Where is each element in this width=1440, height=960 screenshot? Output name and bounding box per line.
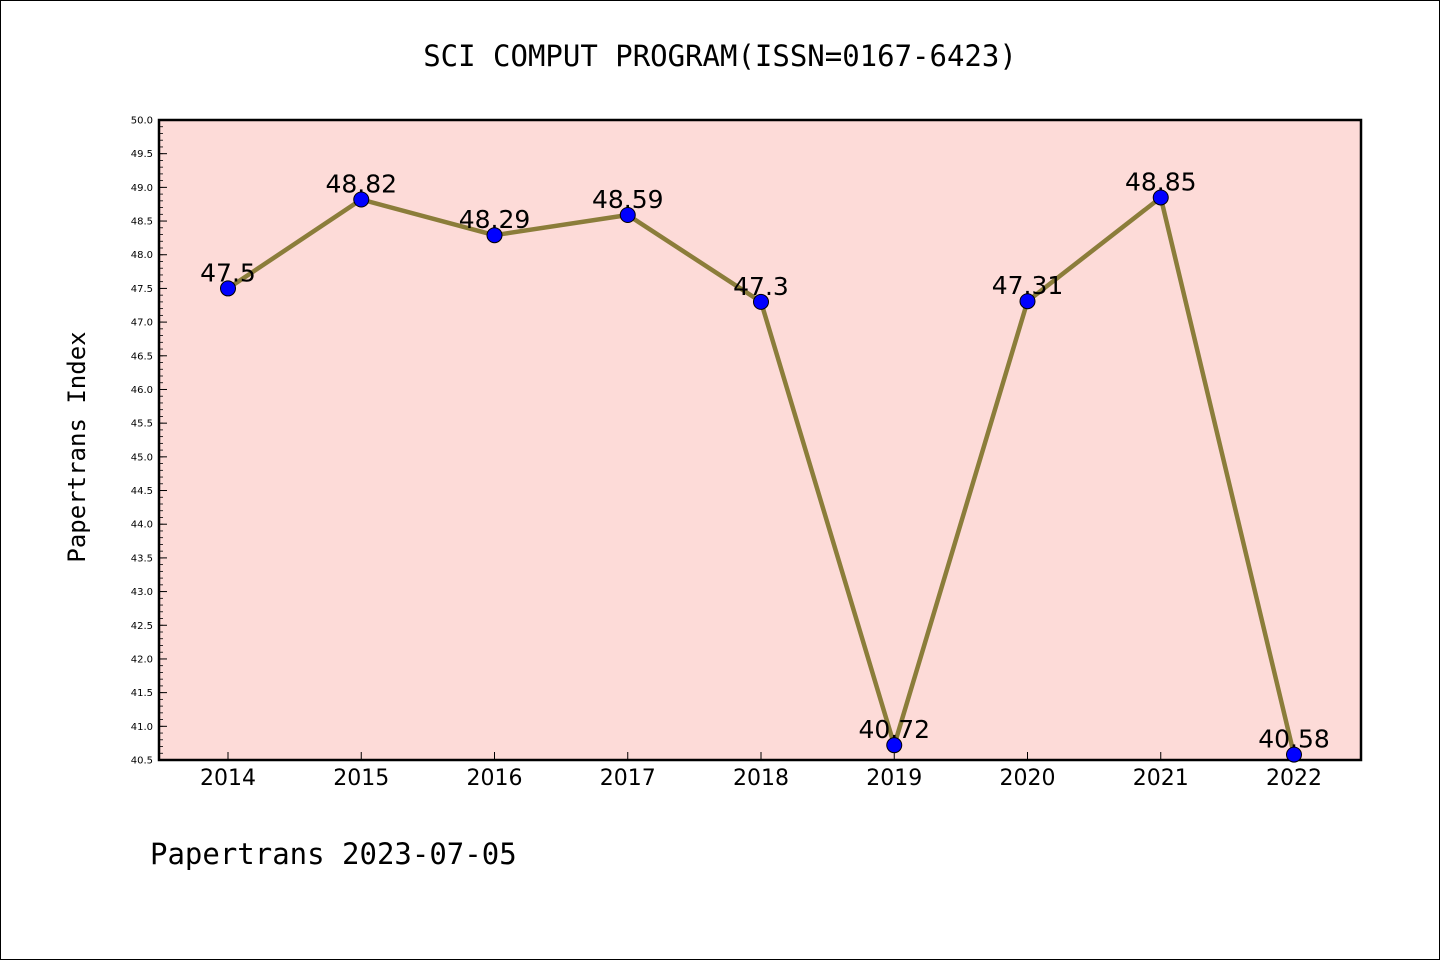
data-label: 40.58 xyxy=(1258,725,1330,754)
y-tick-label: 41.0 xyxy=(131,722,153,733)
x-tick-label: 2018 xyxy=(733,766,789,791)
data-point xyxy=(353,191,370,208)
data-point xyxy=(753,293,769,310)
x-tick-label: 2017 xyxy=(600,766,656,791)
data-label: 48.82 xyxy=(325,169,397,198)
data-label: 47.5 xyxy=(200,258,256,287)
data-point xyxy=(220,280,236,297)
series-line-group xyxy=(220,189,1302,763)
data-label-group: 47.5 48.82 48.29 48.59 47.3 40.72 47.31 48.85 40… xyxy=(200,167,1330,753)
chart-title: SCI COMPUT PROGRAM(ISSN=0167-6423) xyxy=(423,39,1017,73)
x-tick-label: 2022 xyxy=(1266,766,1322,791)
x-tick-label: 2015 xyxy=(333,766,389,791)
data-point xyxy=(1286,746,1302,763)
y-tick-label: 45.5 xyxy=(131,419,153,430)
data-label: 48.29 xyxy=(459,205,531,234)
plot-area xyxy=(157,118,1363,762)
y-tick-label: 42.5 xyxy=(131,621,153,632)
data-label: 47.3 xyxy=(733,272,789,301)
data-label: 48.59 xyxy=(592,185,664,214)
y-tick-label: 46.0 xyxy=(131,385,153,396)
data-point xyxy=(619,206,636,223)
y-tick-label: 48.5 xyxy=(131,217,153,228)
y-tick-label: 44.5 xyxy=(131,486,153,497)
x-tick-label: 2019 xyxy=(866,766,922,791)
y-tick-label: 49.0 xyxy=(131,183,153,194)
y-axis-label: Papertrans Index xyxy=(63,331,91,562)
data-label: 47.31 xyxy=(992,271,1064,300)
x-axis: 2014 2015 2016 2017 2018 2019 2020 2021 2022 xyxy=(200,752,1322,791)
y-tick-label: 42.0 xyxy=(131,654,153,665)
y-tick-label: 50.0 xyxy=(131,116,153,127)
y-tick-label: 45.0 xyxy=(131,452,153,463)
x-tick-label: 2014 xyxy=(200,766,256,791)
y-tick-label: 43.5 xyxy=(131,553,153,564)
y-tick-label: 44.0 xyxy=(131,520,153,531)
x-tick-label: 2020 xyxy=(1000,766,1056,791)
y-tick-label: 48.0 xyxy=(131,250,153,261)
y-tick-label: 47.5 xyxy=(131,284,153,295)
data-label: 48.85 xyxy=(1125,167,1197,196)
y-tick-label: 43.0 xyxy=(131,587,153,598)
y-tick-label: 41.5 xyxy=(131,688,153,699)
y-tick-label: 40.5 xyxy=(131,756,153,767)
y-tick-label: 47.0 xyxy=(131,318,153,329)
x-tick-label: 2016 xyxy=(467,766,523,791)
x-tick-label: 2021 xyxy=(1133,766,1189,791)
data-point xyxy=(486,227,503,244)
data-point xyxy=(1152,189,1169,206)
data-point xyxy=(886,737,903,754)
footer-text: Papertrans 2023-07-05 xyxy=(150,837,517,871)
data-label: 40.72 xyxy=(858,715,930,744)
y-tick-label: 46.5 xyxy=(131,351,153,362)
data-point xyxy=(1019,293,1036,310)
y-tick-label: 49.5 xyxy=(131,149,153,160)
y-axis: 40.5 41.0 41.5 42.0 42.5 43.0 43.5 44.0 44.5 45.0… xyxy=(131,116,167,767)
